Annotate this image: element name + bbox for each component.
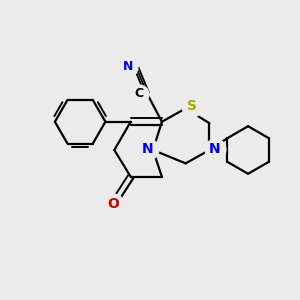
Text: N: N (123, 60, 134, 73)
Text: O: O (107, 196, 119, 211)
Text: N: N (142, 142, 153, 156)
Text: N: N (209, 142, 220, 156)
Text: C: C (134, 87, 143, 100)
Text: S: S (187, 99, 197, 113)
